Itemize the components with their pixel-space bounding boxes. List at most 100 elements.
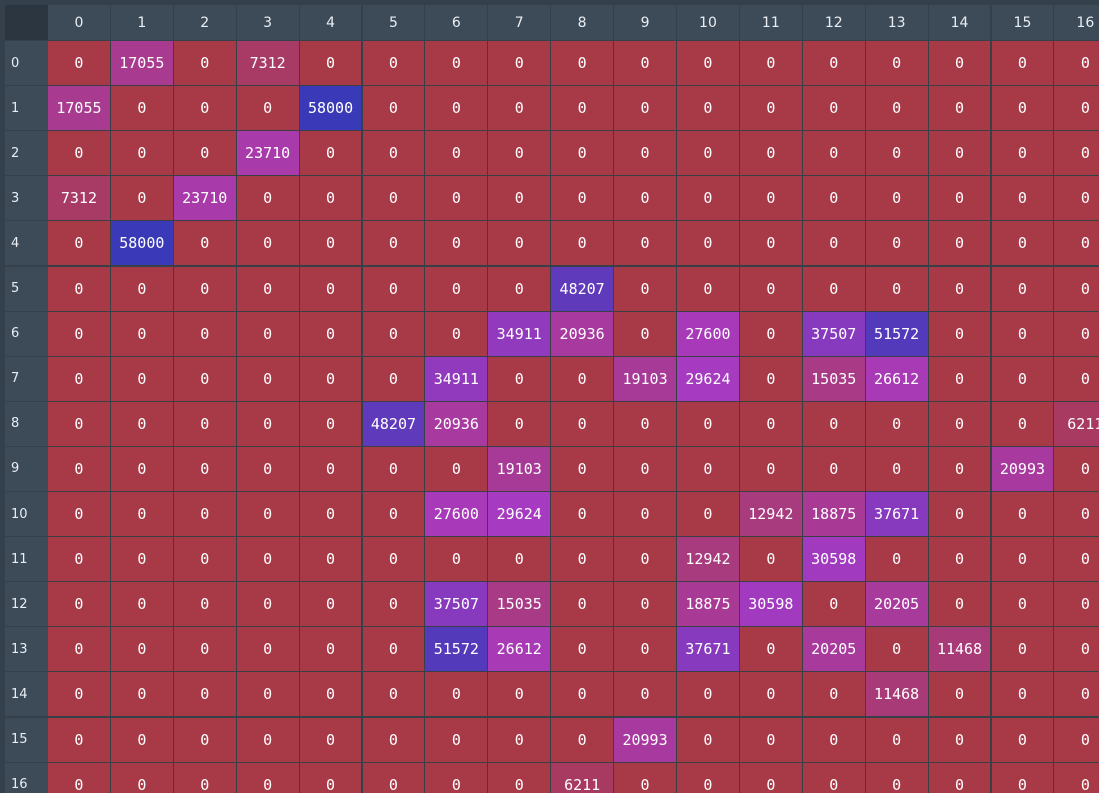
heatmap-cell-r10-c10: 0 bbox=[677, 492, 740, 538]
heatmap-cell-r9-c9: 0 bbox=[614, 446, 677, 492]
heatmap-cell-r14-c0: 0 bbox=[48, 672, 111, 718]
heatmap-cell-r1-c10: 0 bbox=[677, 86, 740, 132]
heatmap-cell-r4-c0: 0 bbox=[48, 221, 111, 267]
heatmap-cell-r3-c16: 0 bbox=[1054, 176, 1099, 222]
heatmap-cell-r6-c4: 0 bbox=[299, 311, 363, 357]
heatmap-cell-r3-c14: 0 bbox=[928, 176, 992, 222]
heatmap-cell-r9-c2: 0 bbox=[173, 446, 237, 492]
heatmap-cell-r13-c1: 0 bbox=[110, 627, 174, 673]
heatmap-cell-r9-c16: 0 bbox=[1054, 446, 1099, 492]
heatmap-cell-r7-c4: 0 bbox=[299, 356, 363, 402]
heatmap-cell-r4-c1: 58000 bbox=[110, 221, 174, 267]
heatmap-cell-r8-c14: 0 bbox=[928, 401, 992, 447]
heatmap-cell-r10-c2: 0 bbox=[173, 492, 237, 538]
heatmap-cell-r11-c16: 0 bbox=[1054, 537, 1099, 583]
heatmap-cell-r0-c6: 0 bbox=[425, 41, 489, 87]
row-header-3: 3 bbox=[5, 176, 48, 221]
heatmap-cell-r12-c14: 0 bbox=[928, 582, 992, 628]
heatmap-cell-r13-c12: 20205 bbox=[802, 627, 866, 673]
heatmap-cell-r13-c9: 0 bbox=[614, 627, 677, 673]
heatmap-cell-r10-c12: 18875 bbox=[802, 492, 866, 538]
heatmap-cell-r11-c4: 0 bbox=[299, 537, 363, 583]
heatmap-cell-r5-c14: 0 bbox=[928, 266, 992, 312]
heatmap-cell-r7-c5: 0 bbox=[362, 356, 426, 402]
heatmap-cell-r10-c5: 0 bbox=[362, 492, 426, 538]
heatmap-cell-r4-c13: 0 bbox=[865, 221, 929, 267]
heatmap-cell-r13-c5: 0 bbox=[362, 627, 426, 673]
row-header-8: 8 bbox=[5, 401, 48, 446]
heatmap-cell-r12-c10: 18875 bbox=[677, 582, 740, 628]
col-header-2: 2 bbox=[173, 5, 236, 40]
heatmap-cell-r15-c15: 0 bbox=[991, 717, 1055, 763]
heatmap-cell-r3-c2: 23710 bbox=[173, 176, 237, 222]
heatmap-cell-r16-c10: 0 bbox=[677, 762, 740, 793]
heatmap-cell-r13-c4: 0 bbox=[299, 627, 363, 673]
heatmap-cell-r8-c4: 0 bbox=[299, 401, 363, 447]
heatmap-cell-r2-c4: 0 bbox=[299, 131, 363, 177]
heatmap-cell-r15-c1: 0 bbox=[110, 717, 174, 763]
heatmap-cell-r1-c11: 0 bbox=[739, 86, 803, 132]
heatmap-cell-r3-c12: 0 bbox=[802, 176, 866, 222]
heatmap-cell-r14-c9: 0 bbox=[614, 672, 677, 718]
heatmap-cell-r1-c9: 0 bbox=[614, 86, 677, 132]
heatmap-cell-r9-c3: 0 bbox=[236, 446, 300, 492]
heatmap-cell-r3-c8: 0 bbox=[551, 176, 615, 222]
heatmap-cell-r10-c1: 0 bbox=[110, 492, 174, 538]
heatmap-cell-r10-c15: 0 bbox=[991, 492, 1055, 538]
heatmap-cell-r1-c4: 58000 bbox=[299, 86, 363, 132]
row-header-14: 14 bbox=[5, 672, 48, 717]
row-header-9: 9 bbox=[5, 446, 48, 491]
heatmap-cell-r12-c15: 0 bbox=[991, 582, 1055, 628]
heatmap-cell-r4-c8: 0 bbox=[551, 221, 615, 267]
heatmap-cell-r14-c4: 0 bbox=[299, 672, 363, 718]
col-header-5: 5 bbox=[362, 5, 425, 40]
heatmap-cell-r0-c1: 17055 bbox=[110, 41, 174, 87]
heatmap-cell-r11-c1: 0 bbox=[110, 537, 174, 583]
heatmap-cell-r1-c6: 0 bbox=[425, 86, 489, 132]
heatmap-cell-r16-c0: 0 bbox=[48, 762, 111, 793]
heatmap-cell-r5-c15: 0 bbox=[991, 266, 1055, 312]
heatmap-cell-r10-c7: 29624 bbox=[488, 492, 552, 538]
heatmap-cell-r10-c13: 37671 bbox=[865, 492, 929, 538]
heatmap-cell-r7-c12: 15035 bbox=[802, 356, 866, 402]
heatmap-cell-r10-c0: 0 bbox=[48, 492, 111, 538]
heatmap-cell-r12-c9: 0 bbox=[614, 582, 677, 628]
heatmap-cell-r4-c7: 0 bbox=[488, 221, 552, 267]
heatmap-cell-r5-c0: 0 bbox=[48, 266, 111, 312]
heatmap-cell-r12-c8: 0 bbox=[551, 582, 615, 628]
matrix-corner bbox=[5, 5, 48, 40]
heatmap-cell-r5-c4: 0 bbox=[299, 266, 363, 312]
heatmap-cell-r15-c4: 0 bbox=[299, 717, 363, 763]
col-header-4: 4 bbox=[299, 5, 362, 40]
heatmap-cell-r8-c5: 48207 bbox=[362, 401, 426, 447]
heatmap-cell-r4-c10: 0 bbox=[677, 221, 740, 267]
heatmap-cell-r14-c15: 0 bbox=[991, 672, 1055, 718]
heatmap-cell-r16-c15: 0 bbox=[991, 762, 1055, 793]
heatmap-cell-r0-c4: 0 bbox=[299, 41, 363, 87]
heatmap-cell-r2-c6: 0 bbox=[425, 131, 489, 177]
heatmap-cell-r3-c10: 0 bbox=[677, 176, 740, 222]
heatmap-cell-r5-c1: 0 bbox=[110, 266, 174, 312]
heatmap-cell-r7-c11: 0 bbox=[739, 356, 803, 402]
heatmap-cell-r14-c5: 0 bbox=[362, 672, 426, 718]
heatmap-cell-r15-c9: 20993 bbox=[614, 717, 677, 763]
heatmap-cell-r3-c7: 0 bbox=[488, 176, 552, 222]
heatmap-cell-r7-c16: 0 bbox=[1054, 356, 1099, 402]
heatmap-cell-r5-c7: 0 bbox=[488, 266, 552, 312]
heatmap-cell-r13-c3: 0 bbox=[236, 627, 300, 673]
heatmap-cell-r8-c11: 0 bbox=[739, 401, 803, 447]
heatmap-cell-r16-c3: 0 bbox=[236, 762, 300, 793]
heatmap-cell-r15-c3: 0 bbox=[236, 717, 300, 763]
heatmap-cell-r5-c13: 0 bbox=[865, 266, 929, 312]
heatmap-cell-r5-c10: 0 bbox=[677, 266, 740, 312]
heatmap-cell-r6-c0: 0 bbox=[48, 311, 111, 357]
heatmap-cell-r2-c9: 0 bbox=[614, 131, 677, 177]
heatmap-cell-r1-c14: 0 bbox=[928, 86, 992, 132]
heatmap-cell-r5-c5: 0 bbox=[362, 266, 426, 312]
heatmap-cell-r7-c3: 0 bbox=[236, 356, 300, 402]
heatmap-cell-r6-c16: 0 bbox=[1054, 311, 1099, 357]
heatmap-cell-r5-c12: 0 bbox=[802, 266, 866, 312]
heatmap-cell-r10-c4: 0 bbox=[299, 492, 363, 538]
heatmap-cell-r9-c13: 0 bbox=[865, 446, 929, 492]
heatmap-cell-r15-c10: 0 bbox=[677, 717, 740, 763]
